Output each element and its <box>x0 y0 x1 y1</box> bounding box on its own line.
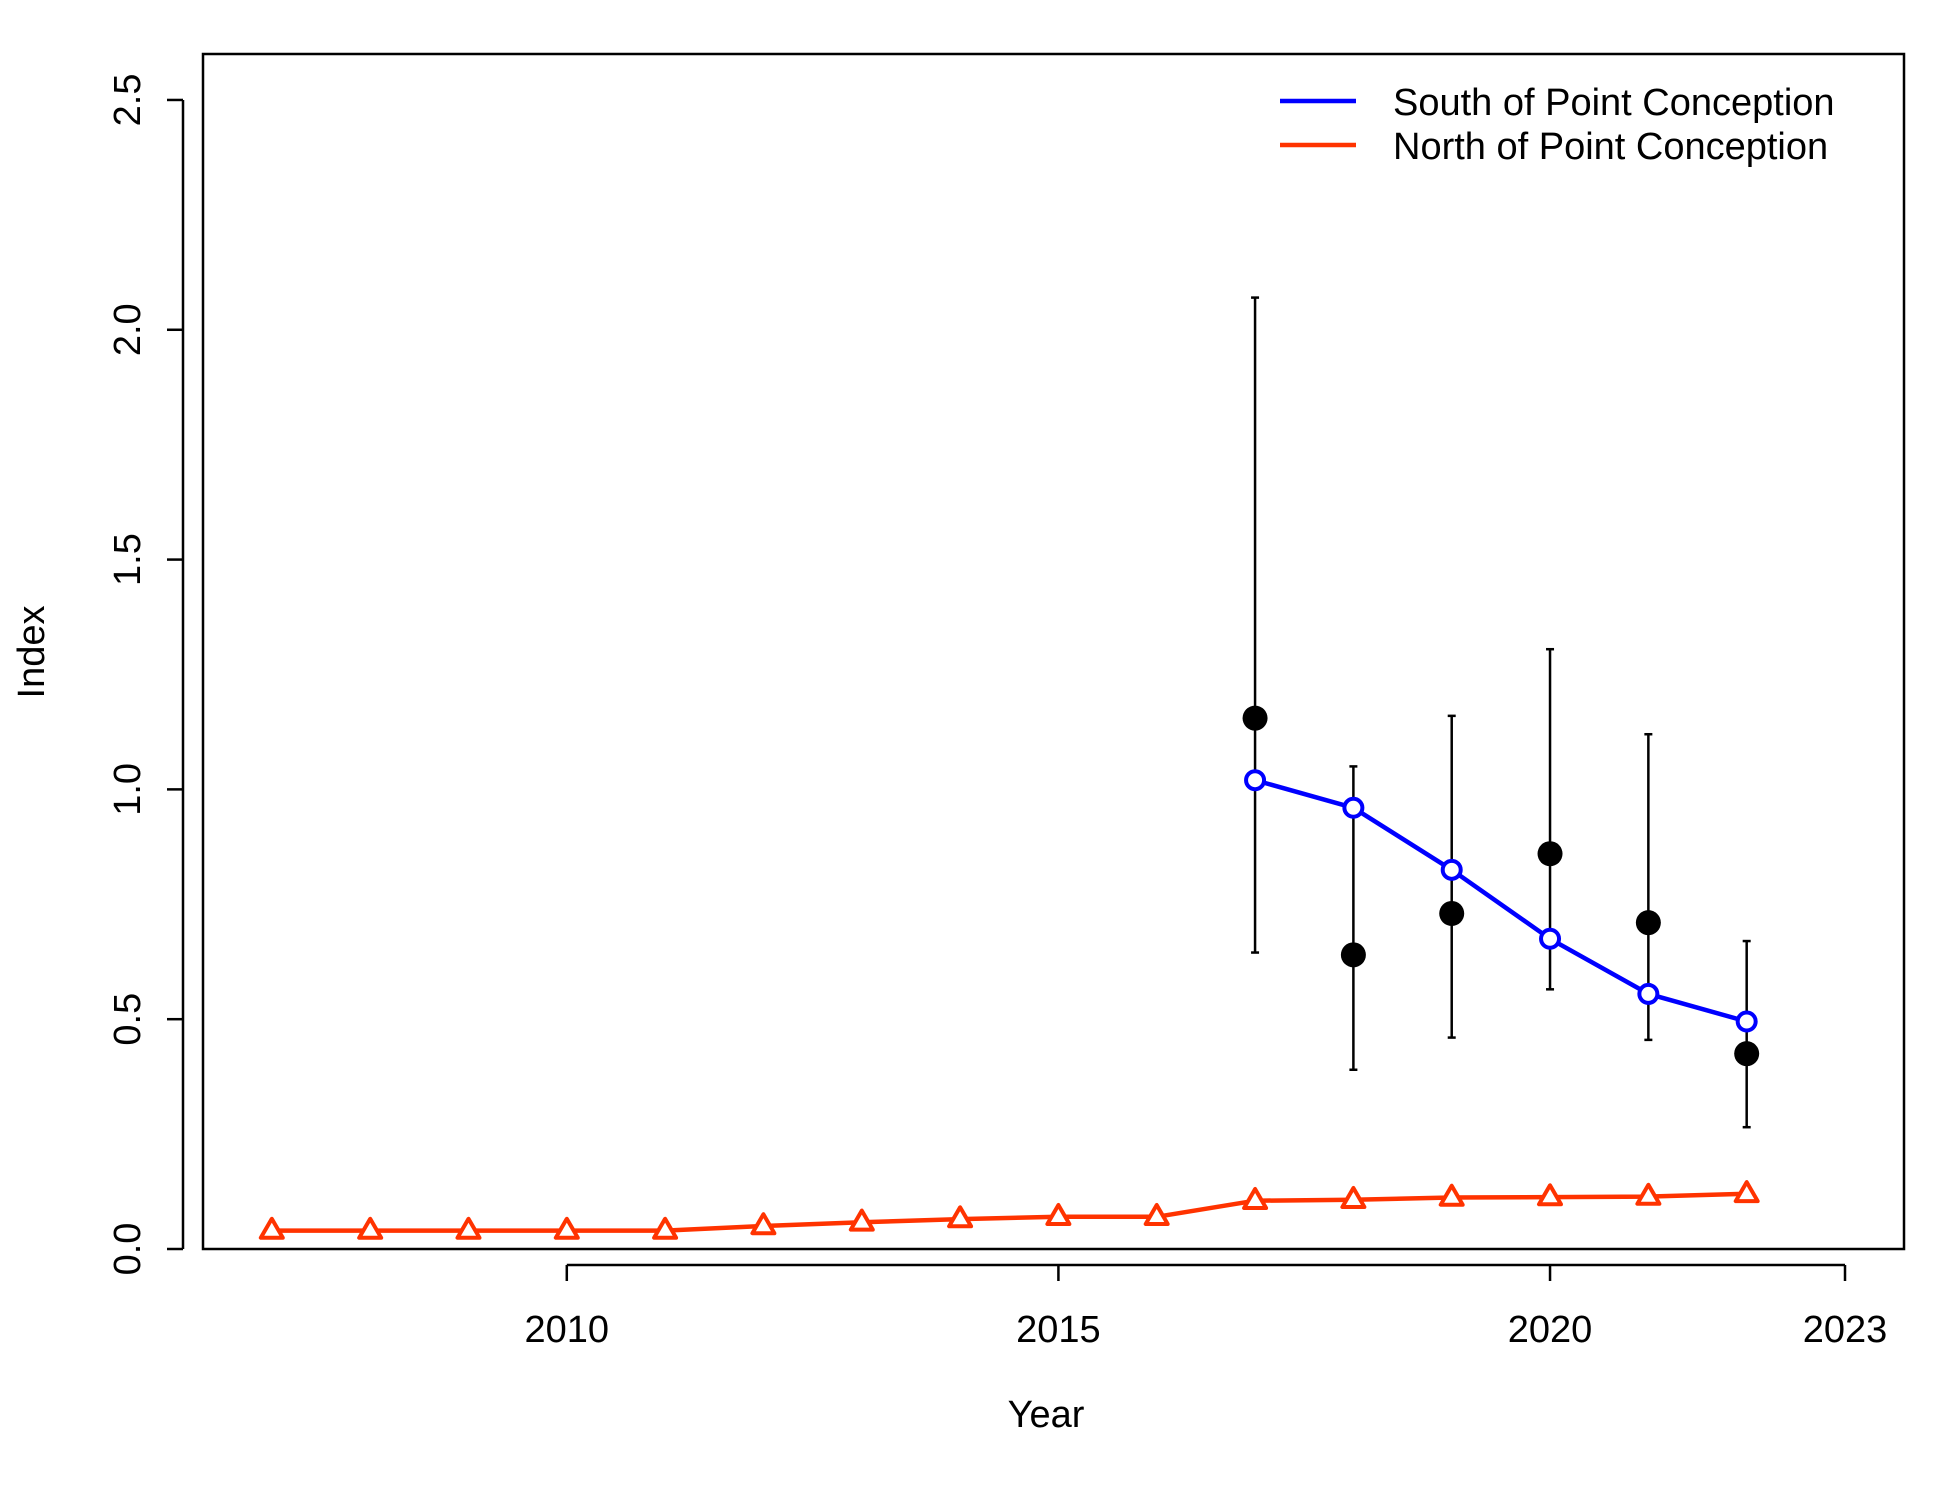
y-tick-label: 0.0 <box>107 1223 149 1276</box>
y-tick-label: 2.5 <box>107 74 149 127</box>
x-axis-label: Year <box>1008 1394 1085 1436</box>
x-tick-label: 2020 <box>1508 1309 1593 1351</box>
series-point <box>1143 1203 1170 1226</box>
x-axis: 2010 2015 2020 2023 <box>525 1263 1888 1351</box>
y-tick-label: 1.5 <box>107 533 149 586</box>
series-layer <box>258 769 1760 1240</box>
series-point <box>455 1216 482 1240</box>
series-point <box>357 1216 384 1240</box>
observed-point <box>1537 841 1563 867</box>
series-point <box>1733 1180 1760 1204</box>
series-line <box>271 1191 1747 1233</box>
observed-point <box>1635 910 1661 936</box>
series-point <box>1440 858 1463 881</box>
observed-point <box>1242 705 1268 731</box>
series-point <box>1340 1186 1367 1209</box>
legend-label-south: South of Point Conception <box>1393 82 1835 124</box>
legend-label-north: North of Point Conception <box>1393 126 1828 168</box>
series-point <box>1045 1203 1072 1226</box>
observed-point <box>1439 900 1465 926</box>
series-point <box>652 1216 679 1240</box>
series-line <box>1254 778 1748 1024</box>
series-point <box>553 1216 580 1240</box>
series-0 <box>1244 769 1758 1033</box>
series-point <box>1244 769 1267 792</box>
series-point <box>1242 1187 1269 1210</box>
x-tick-label: 2023 <box>1803 1309 1888 1351</box>
x-tick-label: 2015 <box>1016 1309 1101 1351</box>
series-point <box>1735 1010 1758 1033</box>
legend: South of Point Conception North of Point… <box>1280 82 1835 168</box>
series-point <box>1342 796 1365 819</box>
plot-frame <box>201 52 1906 1251</box>
y-tick-label: 0.5 <box>107 993 149 1046</box>
series-point <box>1537 1183 1563 1207</box>
y-axis-label: Index <box>11 606 53 699</box>
series-point <box>1539 927 1562 950</box>
error-bars <box>1251 296 1751 1129</box>
series-point <box>1637 982 1660 1005</box>
series-point <box>258 1216 285 1240</box>
y-axis: 0.0 0.5 1.0 1.5 2.0 2.5 <box>107 74 185 1276</box>
observed-point <box>1734 1041 1760 1067</box>
x-tick-label: 2010 <box>525 1309 610 1351</box>
observed-points <box>1242 705 1760 1067</box>
y-tick-label: 1.0 <box>107 763 149 816</box>
observed-point <box>1340 942 1366 968</box>
series-point <box>750 1212 777 1236</box>
series-point <box>1438 1183 1465 1207</box>
series-point <box>947 1205 974 1229</box>
series-1 <box>258 1180 1760 1240</box>
series-point <box>1635 1182 1662 1206</box>
series-point <box>848 1208 875 1232</box>
y-tick-label: 2.0 <box>107 303 149 356</box>
